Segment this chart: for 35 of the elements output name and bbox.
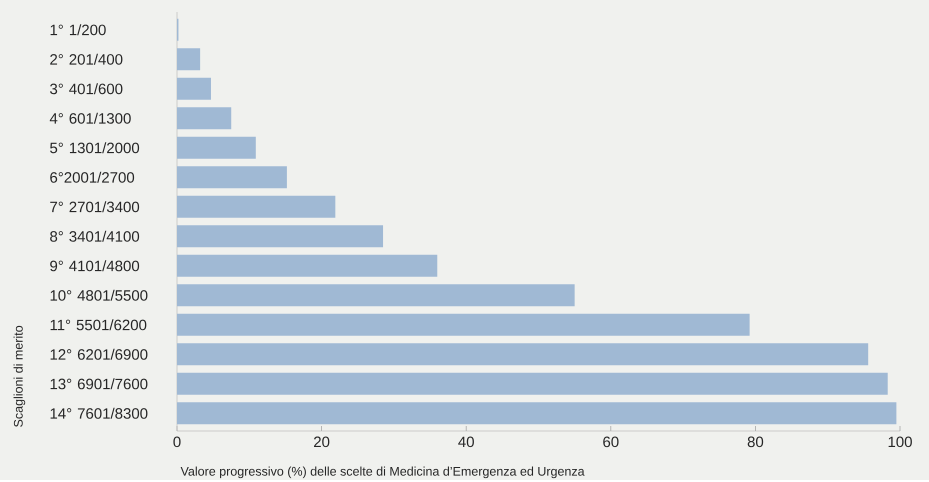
- y-tick-label: 4° 601/1300: [50, 112, 131, 124]
- y-tick-label: 3° 401/600: [50, 83, 122, 94]
- x-tick-label: 0: [173, 436, 181, 448]
- bar: [177, 254, 438, 277]
- bar: [177, 373, 888, 396]
- x-tick-label: 40: [458, 436, 474, 448]
- y-tick-label: 5° 1301/2000: [50, 142, 140, 154]
- bar: [177, 196, 336, 218]
- y-tick-label: 8° 3401/4100: [50, 230, 140, 242]
- bar: [177, 107, 232, 130]
- bar: [177, 78, 211, 100]
- y-tick-label: 13° 6901/7600: [50, 378, 148, 390]
- y-tick-label: 11° 5501/6200: [50, 320, 146, 331]
- y-tick-label: 7° 2701/3400: [50, 201, 140, 212]
- y-tick-label: 6°2001/2700: [50, 172, 134, 183]
- bar: [177, 48, 200, 70]
- x-axis-title: Valore progressivo (%) delle scelte di Medicina d’Emergenza ed Urgenza: [180, 466, 585, 478]
- bar: [177, 166, 287, 188]
- y-tick-label: 12° 6201/6900: [50, 349, 148, 360]
- x-tick-label: 80: [748, 436, 764, 448]
- x-tick-label: 60: [603, 436, 619, 448]
- bar: [177, 344, 868, 366]
- bar: [177, 225, 384, 248]
- bar: [177, 284, 575, 307]
- y-tick-label: 1° 1/200: [50, 24, 106, 36]
- bar: [177, 314, 750, 336]
- y-tick-label: 14° 7601/8300: [50, 408, 148, 420]
- bar: [177, 402, 896, 425]
- y-axis-title: Scaglioni di merito: [14, 326, 26, 428]
- y-tick-label: 9° 4101/4800: [50, 260, 140, 272]
- x-tick-label: 20: [314, 436, 330, 448]
- y-tick-label: 10° 4801/5500: [50, 290, 148, 302]
- bar: [177, 136, 256, 159]
- y-tick-label: 2° 201/400: [50, 54, 122, 65]
- x-tick-label: 100: [888, 436, 912, 448]
